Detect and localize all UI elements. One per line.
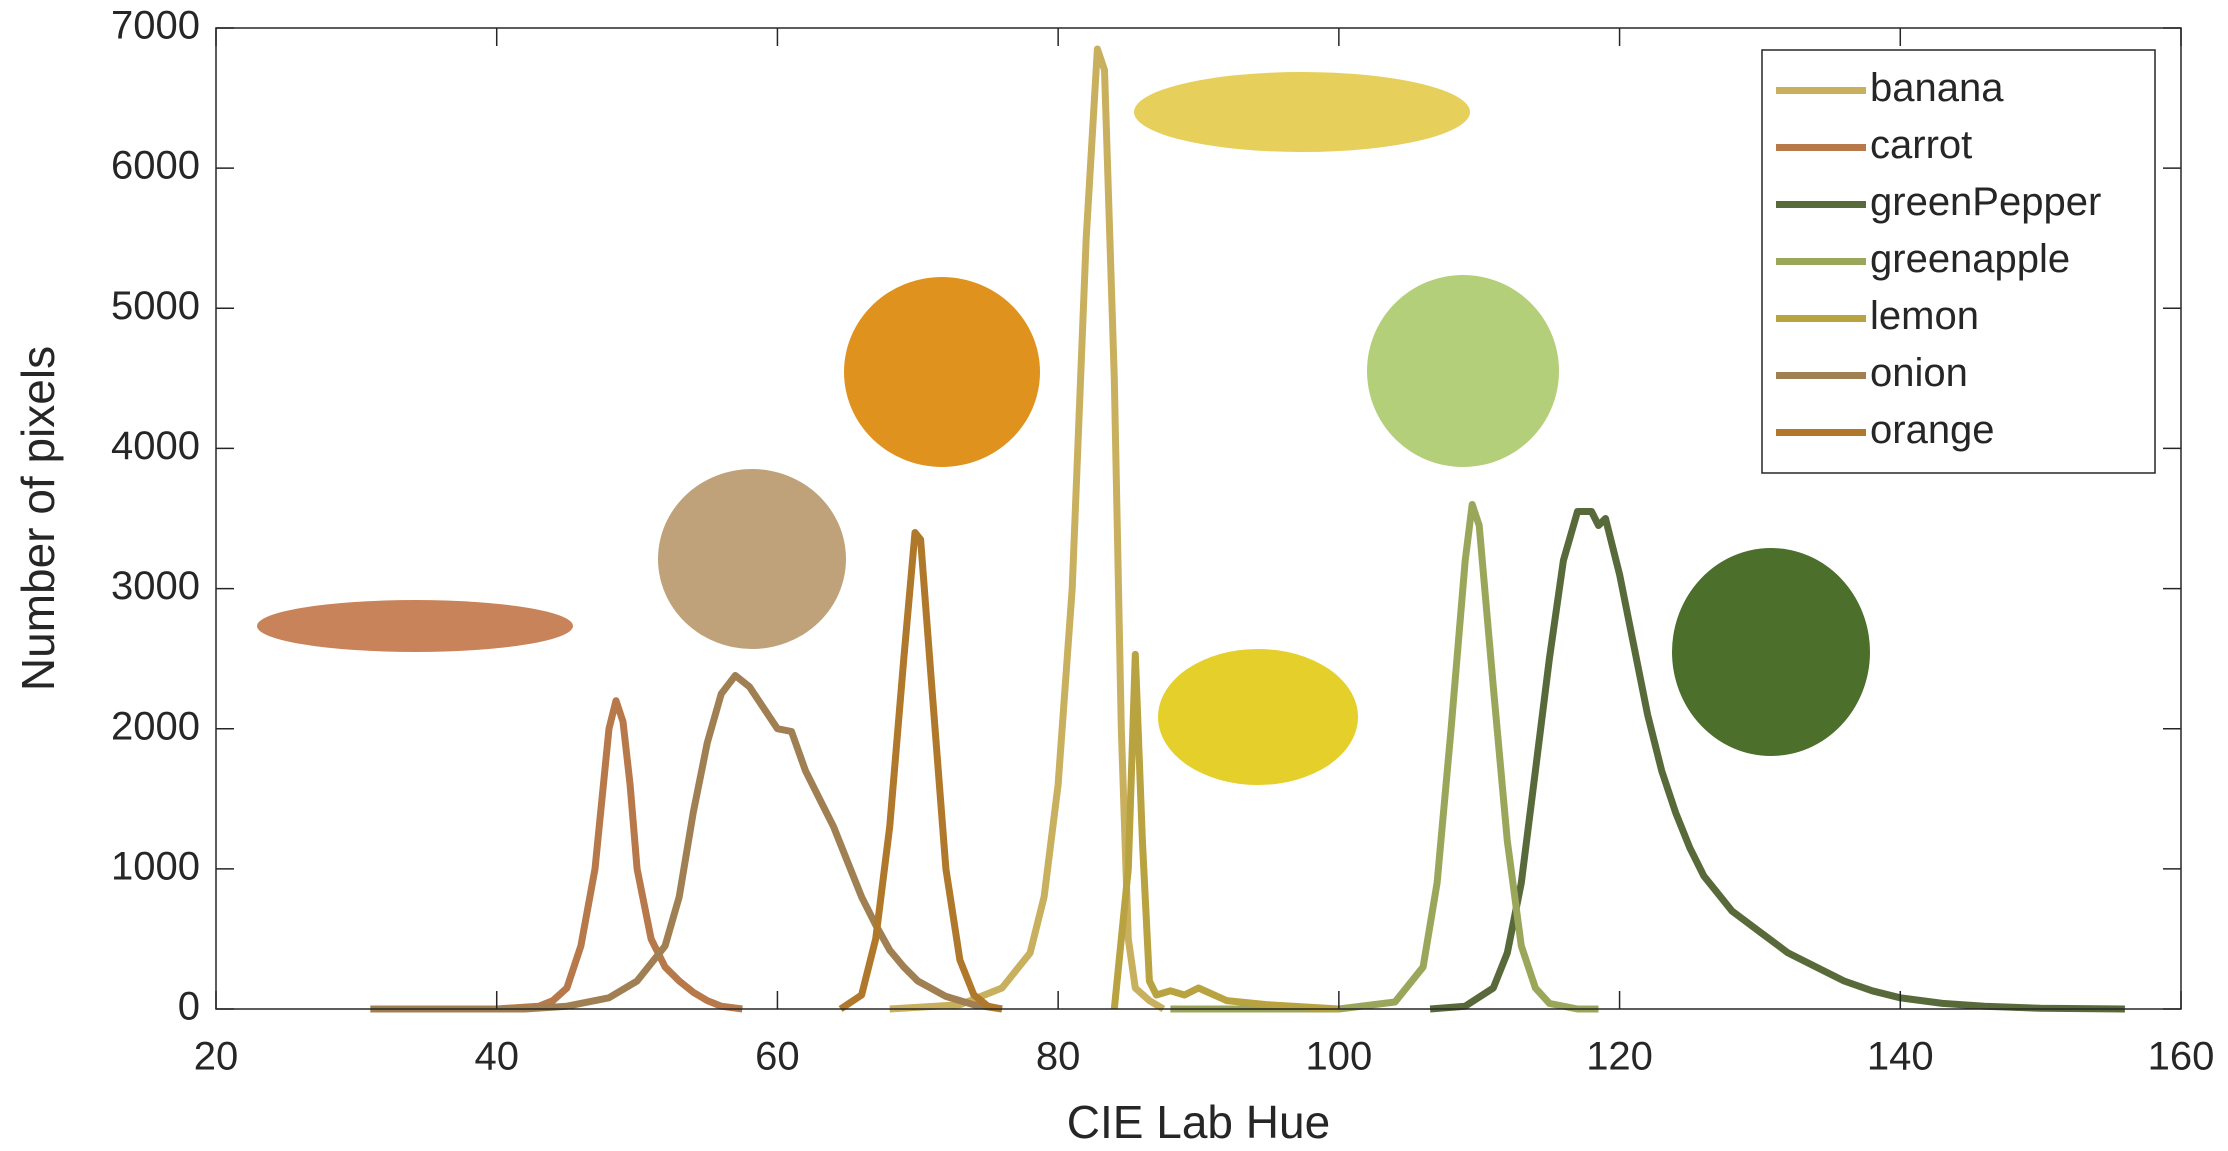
legend-label: orange [1870, 408, 1995, 452]
greenapple-picture [1367, 275, 1559, 467]
orange-picture [844, 277, 1040, 467]
y-tick-label: 2000 [111, 704, 200, 748]
series-line [890, 49, 1164, 1009]
banana-picture [1134, 72, 1470, 152]
greenpepper-picture [1672, 548, 1870, 756]
onion-picture [658, 469, 846, 649]
carrot-picture [257, 600, 573, 652]
series-line [841, 533, 1002, 1010]
y-tick-label: 6000 [111, 144, 200, 188]
legend-label: onion [1870, 351, 1968, 395]
x-axis-label: CIE Lab Hue [1067, 1096, 1330, 1148]
chart: 20 40 60 80 100 120 140 160 0 1000 2000 3000 4000 500… [0, 0, 2228, 1151]
legend-label: carrot [1870, 123, 1972, 167]
x-tick-label: 20 [194, 1035, 239, 1079]
y-tick-label: 5000 [111, 284, 200, 328]
y-tick-label: 4000 [111, 424, 200, 468]
y-tick-label: 7000 [111, 4, 200, 48]
legend: banana carrot greenPepper greenapple lemon on… [1762, 50, 2155, 473]
series-line [370, 676, 1002, 1010]
x-tick-label: 160 [2148, 1035, 2215, 1079]
y-tick-label: 1000 [111, 844, 200, 888]
x-tick-label: 60 [755, 1035, 800, 1079]
y-tick-label: 3000 [111, 564, 200, 608]
legend-label: lemon [1870, 294, 1979, 338]
x-tick-label: 80 [1036, 1035, 1081, 1079]
x-tick-label: 140 [1867, 1035, 1934, 1079]
lemon-picture [1158, 649, 1358, 785]
legend-label: greenapple [1870, 237, 2070, 281]
y-axis-label: Number of pixels [12, 346, 64, 691]
y-tick-label: 0 [178, 985, 200, 1029]
legend-label: greenPepper [1870, 180, 2101, 224]
legend-label: banana [1870, 66, 2004, 110]
x-tick-label: 120 [1586, 1035, 1653, 1079]
x-tick-label: 40 [474, 1035, 519, 1079]
x-tick-label: 100 [1305, 1035, 1372, 1079]
